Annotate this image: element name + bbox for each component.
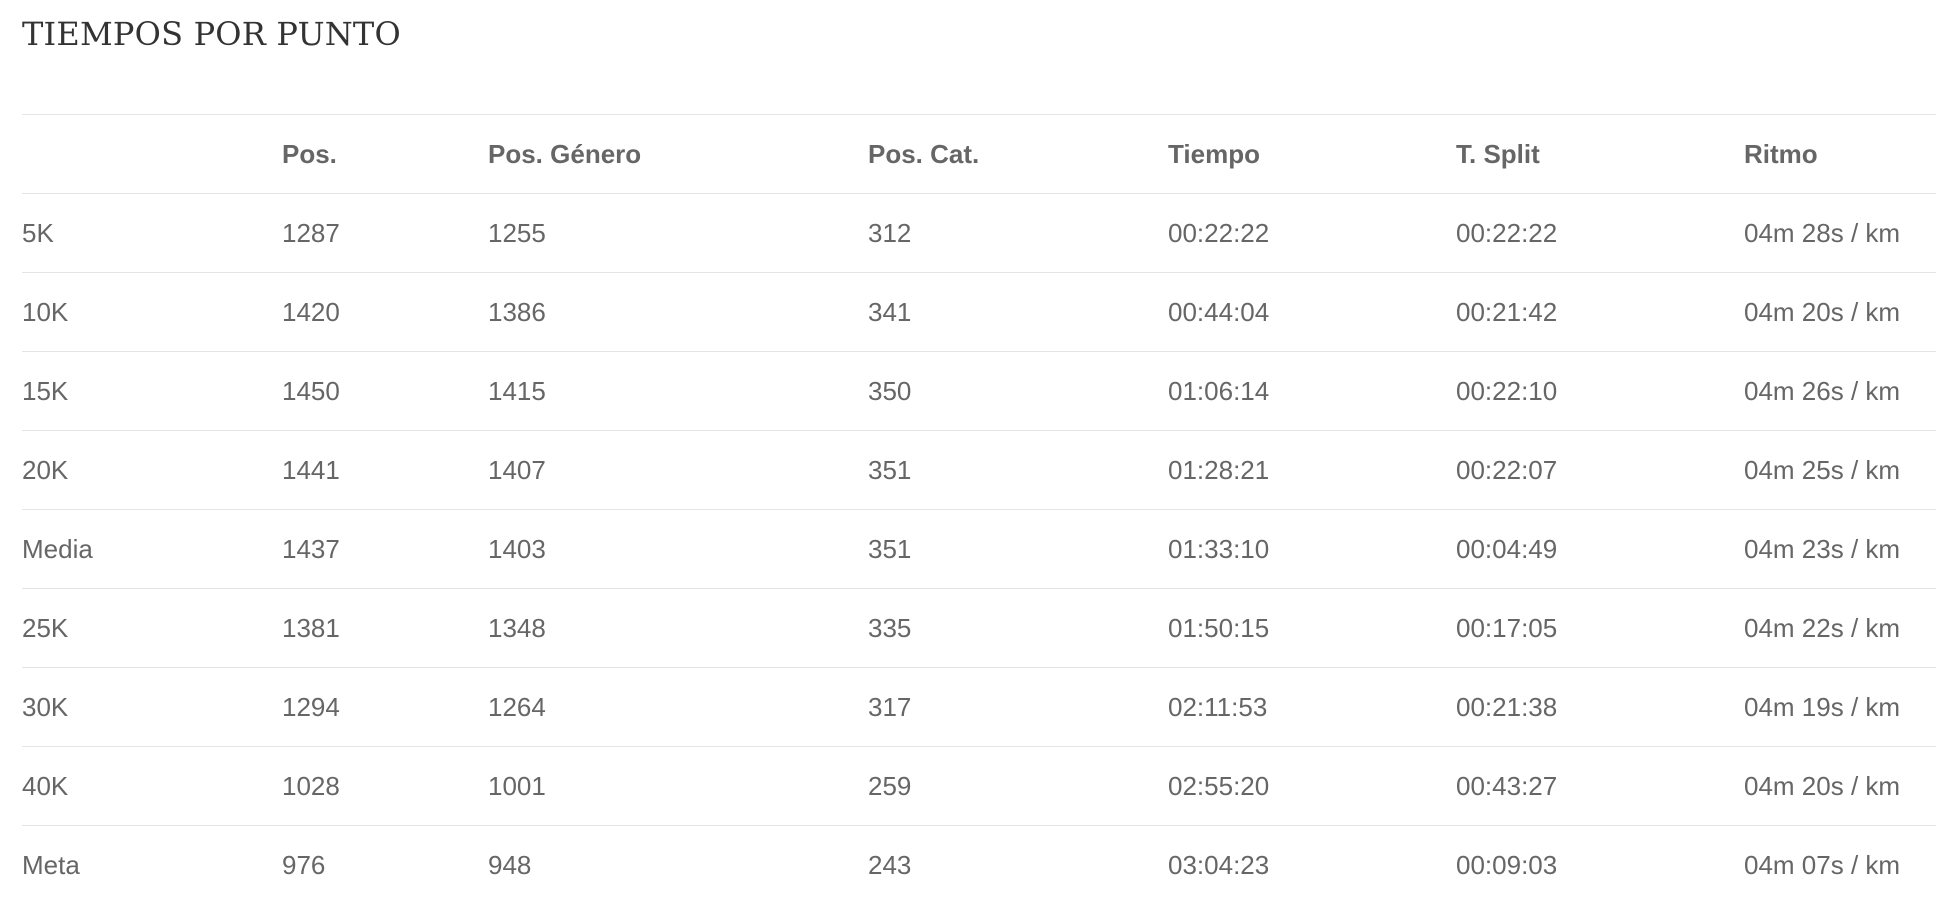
split-time-cell: 00:22:22: [1456, 193, 1744, 273]
category-position-cell: 317: [868, 667, 1168, 747]
time-cell: 00:22:22: [1168, 193, 1456, 273]
time-cell: 03:04:23: [1168, 825, 1456, 904]
table-header-row: Pos. Pos. Género Pos. Cat. Tiempo T. Spl…: [22, 114, 1936, 194]
table-row: 10K 1420 1386 341 00:44:04 00:21:42 04m …: [22, 272, 1936, 352]
section-title: TIEMPOS POR PUNTO: [22, 15, 401, 53]
position-cell: 1437: [282, 509, 488, 589]
time-cell: 02:11:53: [1168, 667, 1456, 747]
category-position-cell: 351: [868, 430, 1168, 510]
category-position-cell: 350: [868, 351, 1168, 431]
table-row: 25K 1381 1348 335 01:50:15 00:17:05 04m …: [22, 588, 1936, 668]
table-row: 40K 1028 1001 259 02:55:20 00:43:27 04m …: [22, 746, 1936, 826]
point-cell: 5K: [22, 193, 282, 273]
pace-cell: 04m 20s / km: [1744, 272, 1936, 352]
column-header-split-time: T. Split: [1456, 114, 1744, 194]
category-position-cell: 243: [868, 825, 1168, 904]
column-header-point: [22, 114, 282, 194]
point-cell: 30K: [22, 667, 282, 747]
table-row: 5K 1287 1255 312 00:22:22 00:22:22 04m 2…: [22, 193, 1936, 273]
position-cell: 1420: [282, 272, 488, 352]
gender-position-cell: 1255: [488, 193, 868, 273]
split-time-cell: 00:17:05: [1456, 588, 1744, 668]
split-time-cell: 00:21:38: [1456, 667, 1744, 747]
point-cell: Media: [22, 509, 282, 589]
column-header-gender-position: Pos. Género: [488, 114, 868, 194]
gender-position-cell: 1415: [488, 351, 868, 431]
gender-position-cell: 1001: [488, 746, 868, 826]
point-cell: 25K: [22, 588, 282, 668]
gender-position-cell: 1348: [488, 588, 868, 668]
category-position-cell: 259: [868, 746, 1168, 826]
split-time-cell: 00:22:10: [1456, 351, 1744, 431]
gender-position-cell: 1407: [488, 430, 868, 510]
point-cell: Meta: [22, 825, 282, 904]
table-row: Media 1437 1403 351 01:33:10 00:04:49 04…: [22, 509, 1936, 589]
split-time-cell: 00:09:03: [1456, 825, 1744, 904]
position-cell: 1294: [282, 667, 488, 747]
table-row: Meta 976 948 243 03:04:23 00:09:03 04m 0…: [22, 825, 1936, 904]
point-cell: 20K: [22, 430, 282, 510]
pace-cell: 04m 20s / km: [1744, 746, 1936, 826]
position-cell: 1028: [282, 746, 488, 826]
pace-cell: 04m 23s / km: [1744, 509, 1936, 589]
point-cell: 10K: [22, 272, 282, 352]
time-cell: 01:33:10: [1168, 509, 1456, 589]
pace-cell: 04m 26s / km: [1744, 351, 1936, 431]
time-cell: 01:28:21: [1168, 430, 1456, 510]
column-header-category-position: Pos. Cat.: [868, 114, 1168, 194]
point-cell: 15K: [22, 351, 282, 431]
category-position-cell: 335: [868, 588, 1168, 668]
position-cell: 976: [282, 825, 488, 904]
pace-cell: 04m 19s / km: [1744, 667, 1936, 747]
time-cell: 01:06:14: [1168, 351, 1456, 431]
gender-position-cell: 1264: [488, 667, 868, 747]
time-cell: 00:44:04: [1168, 272, 1456, 352]
table-row: 30K 1294 1264 317 02:11:53 00:21:38 04m …: [22, 667, 1936, 747]
category-position-cell: 312: [868, 193, 1168, 273]
pace-cell: 04m 22s / km: [1744, 588, 1936, 668]
category-position-cell: 341: [868, 272, 1168, 352]
position-cell: 1287: [282, 193, 488, 273]
split-time-cell: 00:21:42: [1456, 272, 1744, 352]
pace-cell: 04m 28s / km: [1744, 193, 1936, 273]
column-header-pace: Ritmo: [1744, 114, 1936, 194]
point-cell: 40K: [22, 746, 282, 826]
category-position-cell: 351: [868, 509, 1168, 589]
table-row: 15K 1450 1415 350 01:06:14 00:22:10 04m …: [22, 351, 1936, 431]
time-cell: 02:55:20: [1168, 746, 1456, 826]
split-time-cell: 00:43:27: [1456, 746, 1744, 826]
pace-cell: 04m 25s / km: [1744, 430, 1936, 510]
column-header-time: Tiempo: [1168, 114, 1456, 194]
gender-position-cell: 1386: [488, 272, 868, 352]
split-time-cell: 00:04:49: [1456, 509, 1744, 589]
column-header-position: Pos.: [282, 114, 488, 194]
position-cell: 1441: [282, 430, 488, 510]
gender-position-cell: 948: [488, 825, 868, 904]
split-time-cell: 00:22:07: [1456, 430, 1744, 510]
splits-table: Pos. Pos. Género Pos. Cat. Tiempo T. Spl…: [22, 114, 1936, 904]
gender-position-cell: 1403: [488, 509, 868, 589]
pace-cell: 04m 07s / km: [1744, 825, 1936, 904]
table-row: 20K 1441 1407 351 01:28:21 00:22:07 04m …: [22, 430, 1936, 510]
time-cell: 01:50:15: [1168, 588, 1456, 668]
position-cell: 1450: [282, 351, 488, 431]
position-cell: 1381: [282, 588, 488, 668]
